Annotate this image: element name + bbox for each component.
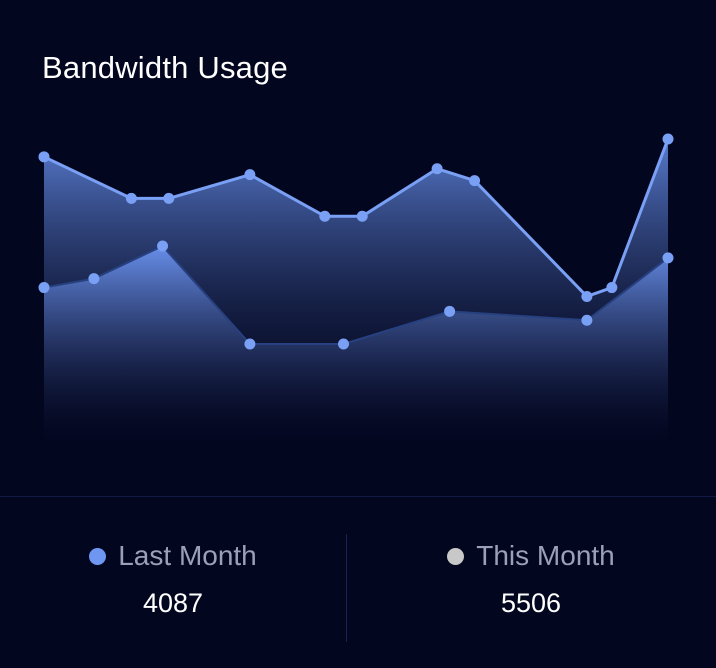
point-series-0-6 [431, 163, 443, 175]
point-series-1-6 [581, 314, 593, 326]
footer-divider [0, 496, 716, 497]
point-series-1-3 [244, 338, 256, 350]
area-series-1 [44, 245, 668, 450]
point-series-1-4 [338, 338, 350, 350]
chart-title: Bandwidth Usage [42, 50, 288, 85]
point-series-0-3 [244, 169, 256, 181]
point-series-0-1 [125, 192, 137, 204]
legend-separator [346, 534, 347, 642]
legend-value-this-month: 5506 [500, 588, 562, 618]
point-series-0-8 [581, 290, 593, 302]
point-series-0-4 [319, 210, 331, 222]
point-series-1-5 [444, 305, 456, 317]
point-series-0-10 [662, 133, 674, 145]
legend-this-month: This Month 5506 [346, 540, 716, 619]
point-series-1-7 [662, 252, 674, 264]
legend-last-month: Last Month 4087 [0, 540, 346, 619]
legend-label-this-month: This Month [476, 540, 615, 571]
point-series-1-2 [157, 240, 169, 252]
legend-value-last-month: 4087 [142, 588, 204, 618]
point-series-0-7 [469, 175, 481, 187]
point-series-1-1 [88, 273, 100, 285]
point-series-1-0 [38, 282, 50, 294]
point-series-0-5 [356, 210, 368, 222]
area-chart [38, 133, 674, 450]
point-series-0-2 [163, 192, 175, 204]
point-series-0-9 [606, 282, 618, 294]
this-month-dot-icon [447, 547, 465, 565]
legend-label-last-month: Last Month [118, 540, 257, 571]
point-series-0-0 [38, 151, 50, 163]
last-month-dot-icon [89, 547, 107, 565]
line-series-1 [43, 244, 669, 345]
